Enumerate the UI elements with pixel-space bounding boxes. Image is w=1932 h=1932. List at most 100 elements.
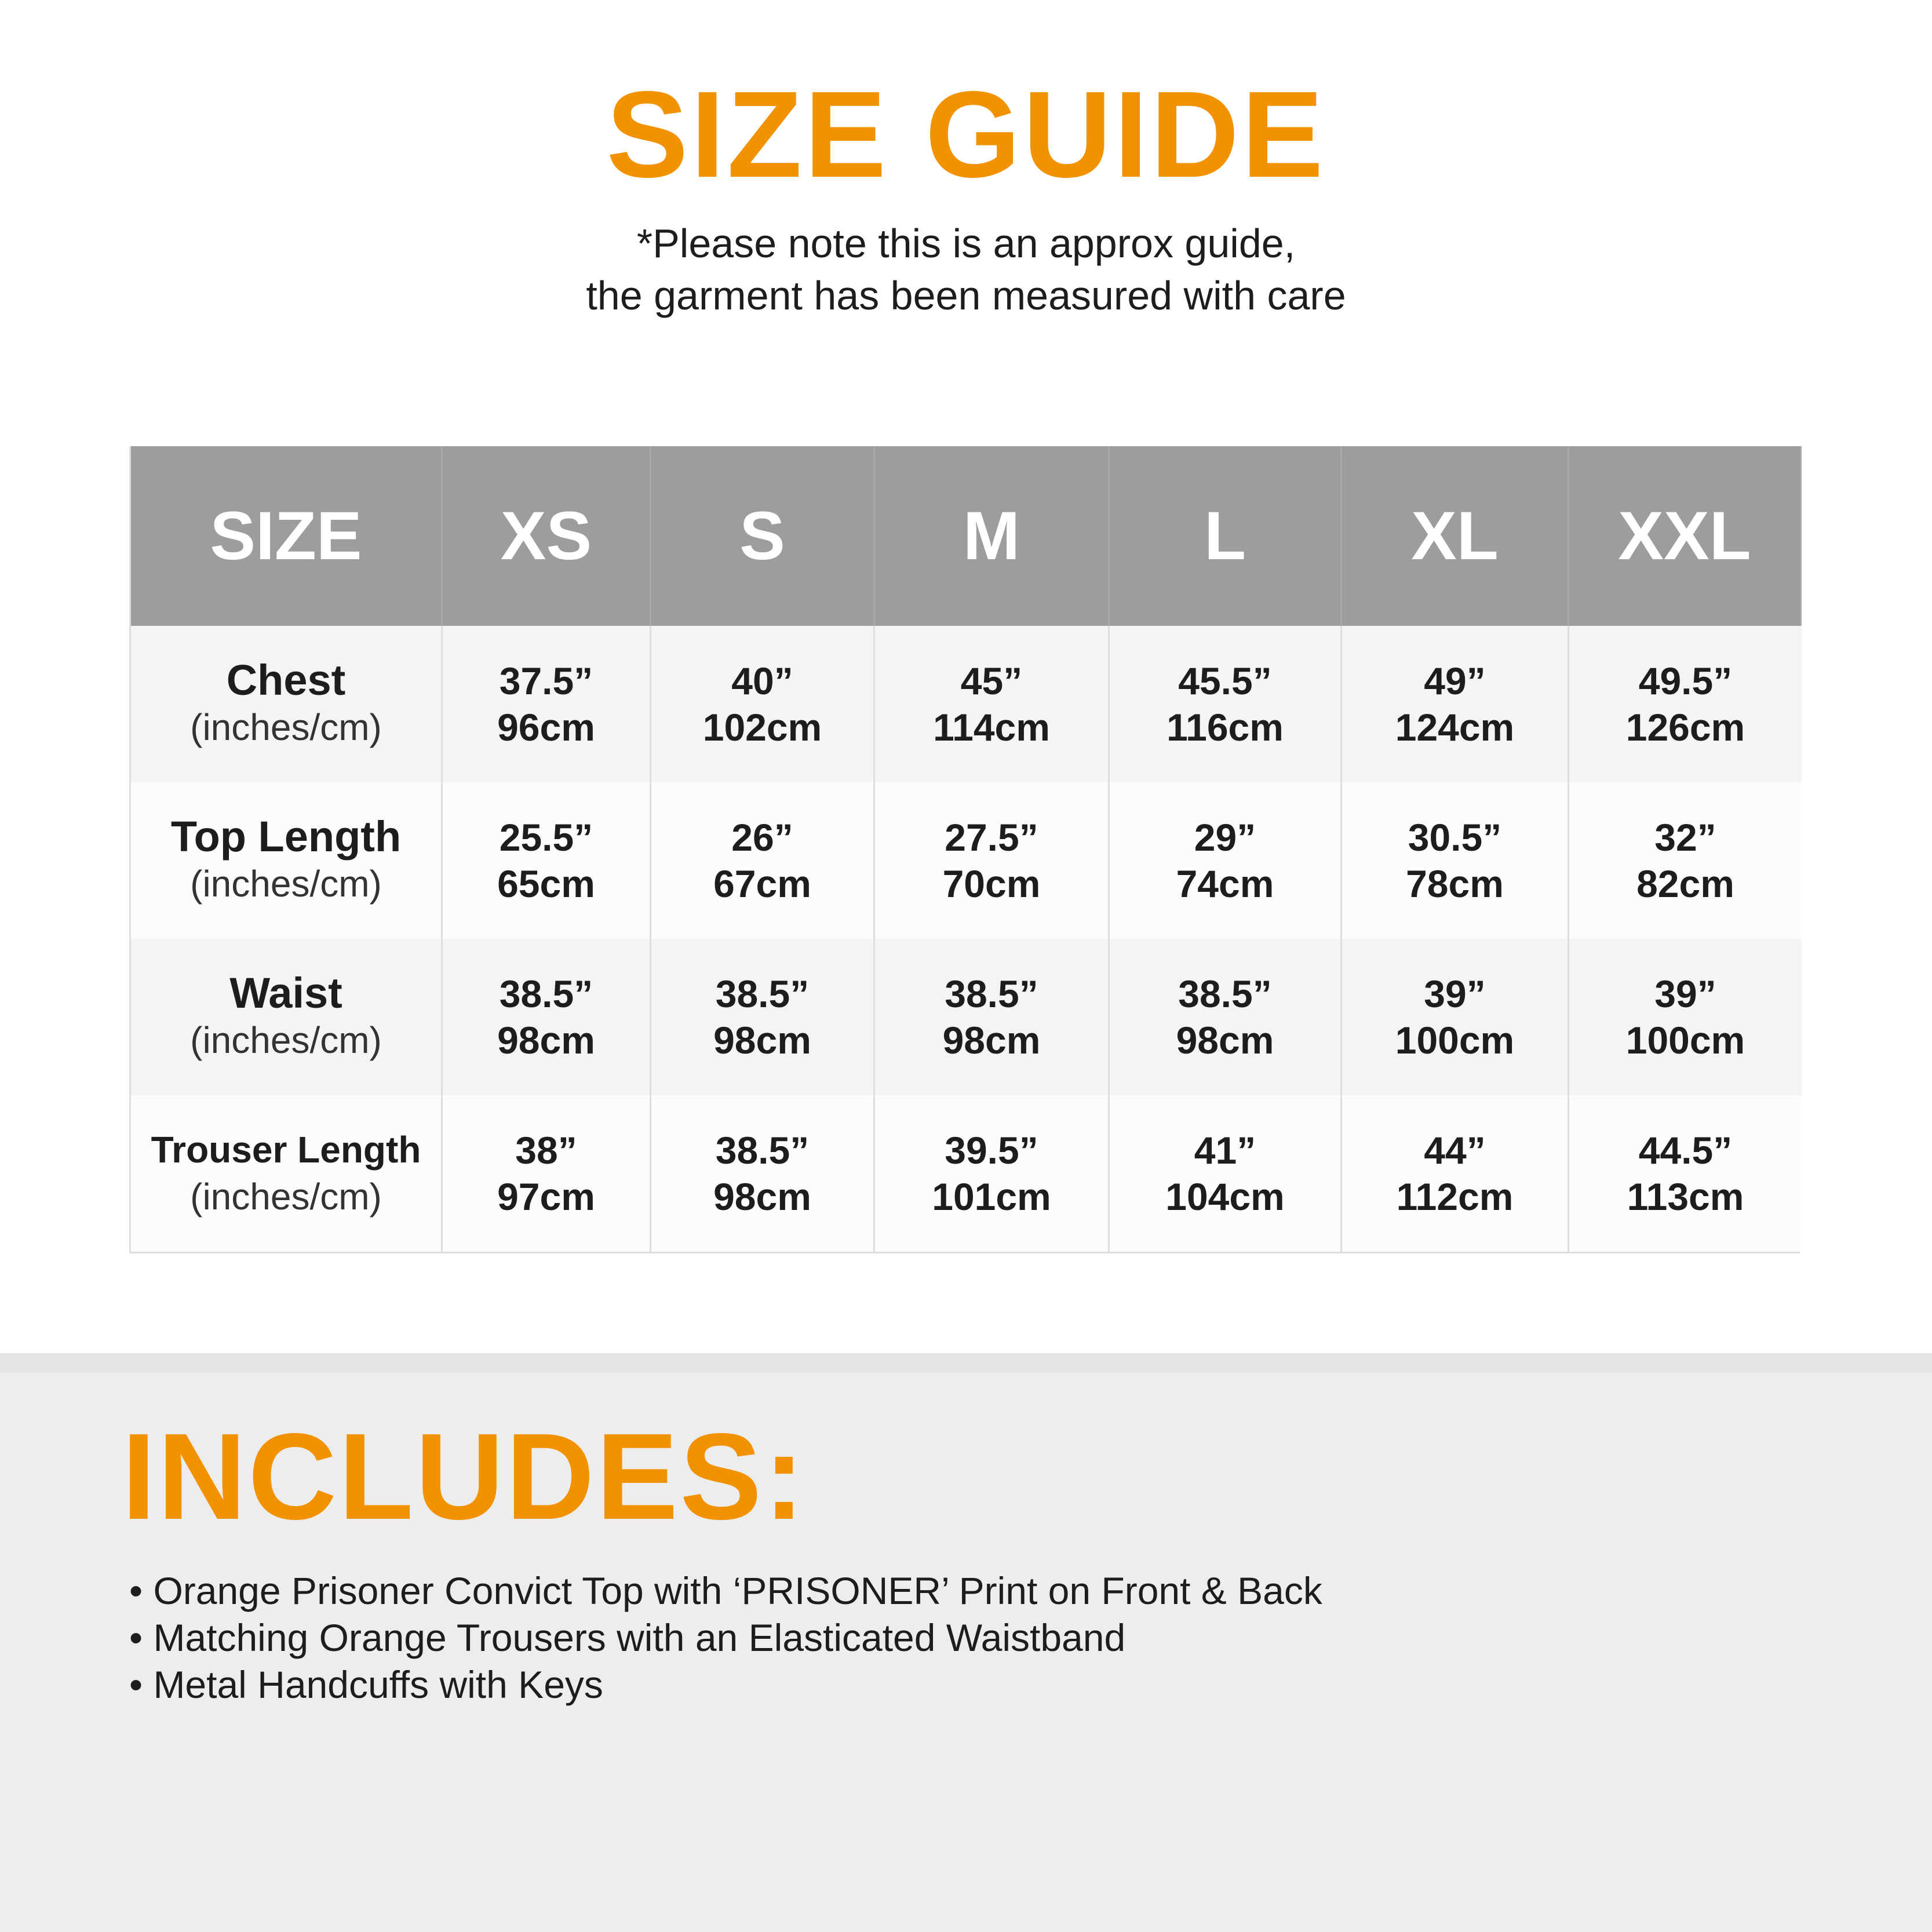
row-unit: (inches/cm) — [190, 1176, 382, 1217]
includes-section — [0, 1353, 1932, 1932]
value-cm: 67cm — [713, 862, 811, 905]
value-inches: 44.5” — [1638, 1129, 1733, 1172]
table-cell: 32” 82cm — [1569, 782, 1802, 939]
value-cm: 74cm — [1176, 862, 1274, 905]
value-inches: 25.5” — [499, 816, 593, 859]
value-cm: 98cm — [497, 1019, 595, 1062]
value-inches: 38.5” — [715, 972, 810, 1015]
value-cm: 126cm — [1625, 706, 1745, 749]
table-cell: 38.5” 98cm — [875, 939, 1110, 1095]
table-cell: 39” 100cm — [1569, 939, 1802, 1095]
value-inches: 26” — [731, 816, 793, 859]
includes-list: • Orange Prisoner Convict Top with ‘PRIS… — [129, 1568, 1322, 1708]
note-line-2: the garment has been measured with care — [586, 273, 1346, 318]
value-cm: 98cm — [1176, 1019, 1274, 1062]
size-note: *Please note this is an approx guide, th… — [0, 217, 1932, 322]
row-label: Trouser Length — [151, 1129, 421, 1171]
value-inches: 41” — [1194, 1129, 1256, 1172]
value-cm: 102cm — [702, 706, 822, 749]
includes-item: • Metal Handcuffs with Keys — [129, 1663, 603, 1706]
table-cell: 37.5” 96cm — [443, 626, 651, 782]
row-label-cell: Trouser Length (inches/cm) — [131, 1095, 443, 1252]
row-label-cell: Chest (inches/cm) — [131, 626, 443, 782]
value-inches: 27.5” — [945, 816, 1038, 859]
row-unit: (inches/cm) — [190, 863, 382, 905]
value-inches: 30.5” — [1408, 816, 1502, 859]
value-cm: 104cm — [1165, 1175, 1285, 1218]
table-cell: 29” 74cm — [1110, 782, 1342, 939]
table-cell: 41” 104cm — [1110, 1095, 1342, 1252]
value-cm: 96cm — [497, 706, 595, 749]
table-cell: 45.5” 116cm — [1110, 626, 1342, 782]
table-cell: 38” 97cm — [443, 1095, 651, 1252]
value-inches: 40” — [731, 659, 793, 702]
value-inches: 49.5” — [1638, 659, 1733, 702]
column-header-s: S — [651, 446, 875, 626]
value-inches: 38.5” — [499, 972, 593, 1015]
value-cm: 100cm — [1625, 1019, 1745, 1062]
column-header-l: L — [1110, 446, 1342, 626]
row-unit: (inches/cm) — [190, 1019, 382, 1061]
value-cm: 82cm — [1636, 862, 1734, 905]
value-cm: 98cm — [713, 1019, 811, 1062]
value-inches: 39” — [1654, 972, 1716, 1015]
value-inches: 39.5” — [945, 1129, 1038, 1172]
value-cm: 100cm — [1395, 1019, 1515, 1062]
table-cell: 27.5” 70cm — [875, 782, 1110, 939]
table-cell: 49.5” 126cm — [1569, 626, 1802, 782]
value-cm: 65cm — [497, 862, 595, 905]
value-inches: 45.5” — [1178, 659, 1272, 702]
table-cell: 38.5” 98cm — [651, 939, 875, 1095]
value-inches: 45” — [960, 659, 1023, 702]
value-cm: 124cm — [1395, 706, 1515, 749]
table-cell: 26” 67cm — [651, 782, 875, 939]
includes-item: • Matching Orange Trousers with an Elast… — [129, 1616, 1126, 1659]
table-cell: 39.5” 101cm — [875, 1095, 1110, 1252]
value-inches: 38” — [515, 1129, 577, 1172]
value-cm: 116cm — [1167, 706, 1284, 749]
value-inches: 38.5” — [1178, 972, 1272, 1015]
value-inches: 29” — [1194, 816, 1256, 859]
column-header-xxl: XXL — [1569, 446, 1802, 626]
table-cell: 38.5” 98cm — [1110, 939, 1342, 1095]
row-label: Waist — [229, 969, 342, 1017]
value-cm: 114cm — [933, 706, 1050, 749]
value-inches: 37.5” — [499, 659, 593, 702]
size-table: SIZE XS S M L XL XXL Chest (inches/cm) 37.5” 96cm 4… — [129, 446, 1802, 1253]
value-cm: 97cm — [497, 1175, 595, 1218]
note-line-1: *Please note this is an approx guide, — [636, 221, 1296, 266]
column-header-xl: XL — [1342, 446, 1569, 626]
table-cell: 45” 114cm — [875, 626, 1110, 782]
value-inches: 32” — [1654, 816, 1716, 859]
value-cm: 70cm — [942, 862, 1041, 905]
value-cm: 101cm — [932, 1175, 1051, 1218]
value-inches: 49” — [1424, 659, 1486, 702]
table-cell: 38.5” 98cm — [651, 1095, 875, 1252]
table-cell: 49” 124cm — [1342, 626, 1569, 782]
includes-title: INCLUDES: — [122, 1408, 807, 1545]
table-cell: 39” 100cm — [1342, 939, 1569, 1095]
table-cell: 25.5” 65cm — [443, 782, 651, 939]
table-cell: 44.5” 113cm — [1569, 1095, 1802, 1252]
table-cell: 38.5” 98cm — [443, 939, 651, 1095]
table-cell: 40” 102cm — [651, 626, 875, 782]
value-cm: 78cm — [1406, 862, 1504, 905]
page-title: SIZE GUIDE — [606, 65, 1326, 203]
value-inches: 38.5” — [945, 972, 1038, 1015]
value-cm: 98cm — [942, 1019, 1041, 1062]
row-label: Chest — [226, 656, 346, 704]
table-cell: 44” 112cm — [1342, 1095, 1569, 1252]
table-cell: 30.5” 78cm — [1342, 782, 1569, 939]
value-inches: 39” — [1424, 972, 1486, 1015]
value-cm: 113cm — [1627, 1175, 1744, 1218]
includes-item: • Orange Prisoner Convict Top with ‘PRIS… — [129, 1569, 1322, 1612]
row-label-cell: Waist (inches/cm) — [131, 939, 443, 1095]
row-unit: (inches/cm) — [190, 706, 382, 748]
value-inches: 44” — [1424, 1129, 1486, 1172]
row-label-cell: Top Length (inches/cm) — [131, 782, 443, 939]
row-label: Top Length — [170, 812, 402, 861]
value-cm: 112cm — [1396, 1175, 1514, 1218]
value-cm: 98cm — [713, 1175, 811, 1218]
column-header-xs: XS — [443, 446, 651, 626]
column-header-size: SIZE — [131, 446, 443, 626]
